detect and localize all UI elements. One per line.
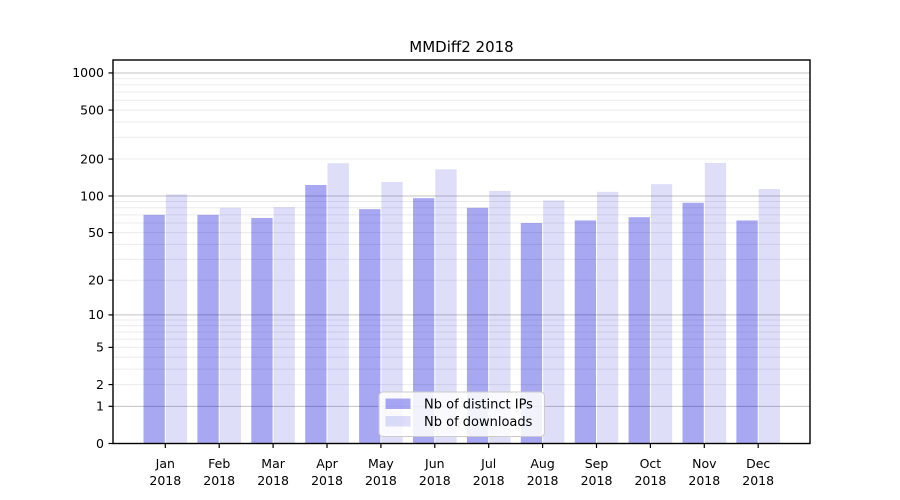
y-tick-label-1: 1 <box>96 399 104 414</box>
x-tick-label-year-mar: 2018 <box>257 473 289 488</box>
bar-downloads-apr <box>327 163 349 444</box>
bar-distinct-ips-oct <box>628 217 650 444</box>
x-tick-label-month-jun: Jun <box>424 456 445 471</box>
x-tick-label-year-aug: 2018 <box>527 473 559 488</box>
x-tick-label-month-jul: Jul <box>480 456 496 471</box>
x-tick-label-month-apr: Apr <box>316 456 338 471</box>
legend-label-downloads: Nb of downloads <box>424 415 533 430</box>
bar-distinct-ips-dec <box>736 220 758 444</box>
bar-distinct-ips-may <box>359 209 381 444</box>
x-tick-label-year-sep: 2018 <box>581 473 613 488</box>
x-tick-label-month-feb: Feb <box>208 456 230 471</box>
bar-distinct-ips-jan <box>143 214 165 444</box>
bar-distinct-ips-aug <box>520 223 543 444</box>
bar-downloads-jul <box>489 190 511 444</box>
bar-downloads-jun <box>435 169 457 444</box>
y-tick-label-20: 20 <box>88 273 104 288</box>
chart-title: MMDiff2 2018 <box>409 38 513 56</box>
x-tick-label-month-nov: Nov <box>692 456 717 471</box>
bar-downloads-oct <box>650 184 673 444</box>
y-tick-label-500: 500 <box>80 102 104 117</box>
x-tick-label-year-oct: 2018 <box>634 473 666 488</box>
bar-downloads-mar <box>273 207 295 444</box>
y-tick-label-5: 5 <box>96 340 104 355</box>
legend-swatch-distinct-ips <box>385 398 411 409</box>
x-tick-label-month-dec: Dec <box>746 456 770 471</box>
bar-distinct-ips-mar <box>251 217 273 444</box>
x-tick-label-year-feb: 2018 <box>203 473 235 488</box>
x-tick-label-month-jan: Jan <box>155 456 175 471</box>
x-tick-label-month-aug: Aug <box>530 456 554 471</box>
x-tick-label-year-nov: 2018 <box>688 473 720 488</box>
bar-downloads-nov <box>704 162 727 444</box>
x-tick-label-year-dec: 2018 <box>742 473 774 488</box>
y-tick-label-2: 2 <box>96 377 104 392</box>
legend-box <box>378 391 545 437</box>
x-tick-label-year-jan: 2018 <box>149 473 181 488</box>
bar-downloads-may <box>381 182 403 444</box>
y-tick-label-50: 50 <box>88 225 104 240</box>
legend-swatch-downloads <box>385 416 411 427</box>
y-tick-label-0: 0 <box>96 436 104 451</box>
bar-distinct-ips-feb <box>197 214 219 444</box>
bar-distinct-ips-jul <box>466 207 489 444</box>
bar-distinct-ips-sep <box>574 220 596 444</box>
bar-distinct-ips-apr <box>305 184 327 444</box>
bar-downloads-dec <box>758 189 780 444</box>
x-tick-label-month-sep: Sep <box>585 456 609 471</box>
plot-border <box>112 59 811 445</box>
x-tick-label-month-mar: Mar <box>261 456 285 471</box>
bar-downloads-aug <box>543 200 565 444</box>
x-tick-label-month-may: May <box>368 456 394 471</box>
y-tick-label-1000: 1000 <box>72 65 104 80</box>
x-tick-label-year-jul: 2018 <box>473 473 505 488</box>
bar-downloads-jan <box>165 194 188 444</box>
x-tick-label-month-oct: Oct <box>640 456 662 471</box>
bar-downloads-feb <box>219 207 241 444</box>
bar-distinct-ips-nov <box>682 202 704 444</box>
legend-label-distinct-ips: Nb of distinct IPs <box>424 398 533 413</box>
bar-downloads-sep <box>597 191 619 444</box>
x-tick-label-year-may: 2018 <box>365 473 397 488</box>
bar-distinct-ips-jun <box>413 198 435 444</box>
y-tick-label-200: 200 <box>80 151 104 166</box>
y-tick-label-10: 10 <box>88 307 104 322</box>
x-tick-label-year-jun: 2018 <box>419 473 451 488</box>
y-tick-label-100: 100 <box>80 188 104 203</box>
x-tick-label-year-apr: 2018 <box>311 473 343 488</box>
